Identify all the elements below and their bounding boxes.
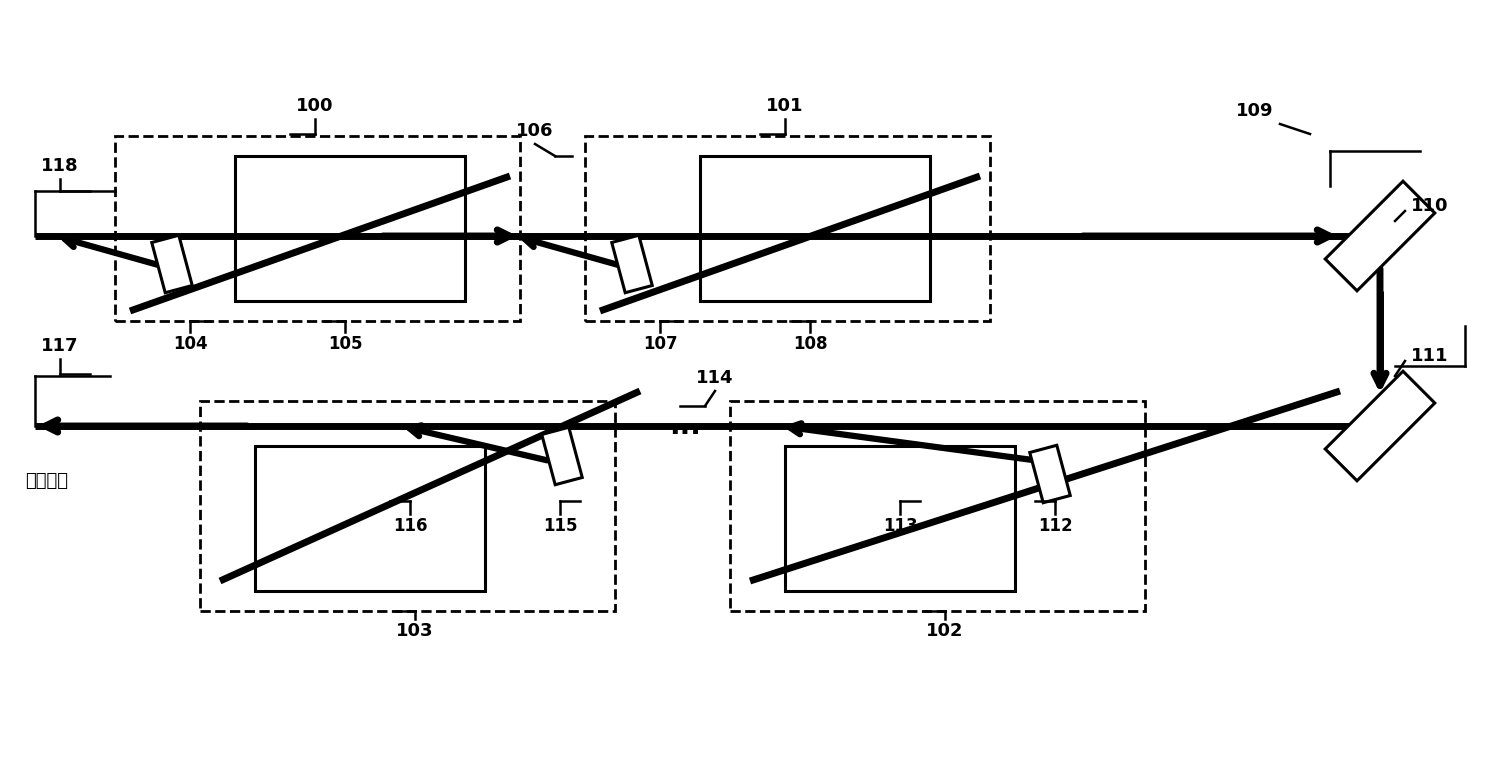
Text: 100: 100 [296, 97, 333, 115]
Text: 106: 106 [516, 122, 553, 140]
Polygon shape [1030, 445, 1071, 502]
Polygon shape [541, 427, 582, 485]
Bar [235, 156, 464, 301]
Text: 108: 108 [793, 335, 828, 353]
Text: 115: 115 [543, 517, 578, 535]
Text: 104: 104 [173, 335, 207, 353]
Bar [730, 401, 1145, 611]
Text: 103: 103 [397, 622, 434, 640]
Text: 111: 111 [1411, 347, 1449, 365]
Text: 116: 116 [392, 517, 427, 535]
Text: 110: 110 [1411, 197, 1449, 215]
Text: 118: 118 [41, 157, 78, 175]
Bar [786, 446, 1015, 591]
Text: 输出激光: 输出激光 [26, 472, 68, 490]
Text: 114: 114 [697, 369, 734, 387]
Text: ...: ... [670, 412, 701, 440]
Text: 107: 107 [642, 335, 677, 353]
Polygon shape [1326, 182, 1434, 291]
Polygon shape [152, 235, 192, 293]
Text: 112: 112 [1038, 517, 1072, 535]
Text: 117: 117 [41, 337, 78, 355]
Text: 101: 101 [766, 97, 804, 115]
Text: 109: 109 [1237, 102, 1274, 120]
Text: 102: 102 [926, 622, 964, 640]
Text: 113: 113 [882, 517, 917, 535]
Bar [201, 401, 615, 611]
Polygon shape [1326, 372, 1434, 481]
Bar [255, 446, 486, 591]
Bar [585, 136, 989, 321]
Bar [115, 136, 520, 321]
Text: 105: 105 [327, 335, 362, 353]
Bar [700, 156, 930, 301]
Polygon shape [612, 235, 653, 293]
